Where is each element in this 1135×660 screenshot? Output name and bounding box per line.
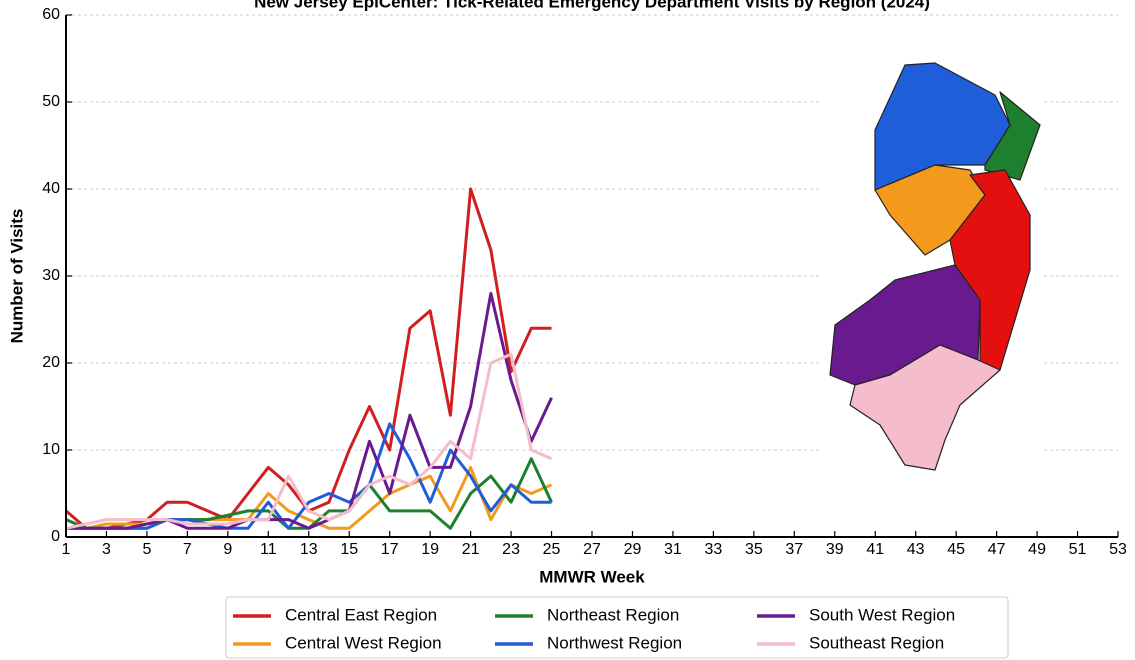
x-tick-label: 9 — [223, 541, 232, 558]
series-line — [65, 457, 553, 530]
x-tick-label: 19 — [421, 541, 439, 558]
x-tick-label: 11 — [260, 541, 277, 558]
x-tick-label: 43 — [907, 541, 925, 558]
x-tick-label: 49 — [1028, 541, 1046, 558]
x-tick-label: 27 — [583, 541, 601, 558]
southeast-area — [849, 344, 1001, 471]
x-tick-label: 7 — [183, 541, 192, 558]
legend-label: South West Region — [809, 605, 955, 624]
series-line — [66, 291, 553, 530]
x-tick-label: 17 — [381, 541, 399, 558]
legend-label: Northeast Region — [547, 605, 679, 624]
x-tick-label: 5 — [142, 541, 151, 558]
legend-label: Central East Region — [285, 605, 437, 624]
plot — [65, 187, 553, 530]
y-tick-label: 50 — [42, 93, 60, 110]
legend-box — [225, 596, 1009, 659]
y-tick-label: 10 — [42, 441, 60, 458]
series-line — [65, 352, 553, 530]
x-tick-label: 29 — [624, 541, 642, 558]
series-line — [66, 422, 552, 530]
y-tick-label: 60 — [42, 6, 60, 23]
region-map — [822, 55, 1042, 480]
y-axis-label: Number of Visits — [7, 209, 26, 344]
x-tick-label: 15 — [340, 541, 358, 558]
x-tick-label: 3 — [102, 541, 111, 558]
x-tick-label: 37 — [785, 541, 803, 558]
x-tick-label: 31 — [664, 541, 682, 558]
y-tick-label: 40 — [42, 180, 60, 197]
x-tick-label: 47 — [988, 541, 1006, 558]
x-tick-label: 35 — [745, 541, 763, 558]
x-tick-label: 33 — [704, 541, 722, 558]
x-tick-label: 39 — [826, 541, 844, 558]
x-tick-label: 41 — [866, 541, 884, 558]
y-tick-label: 30 — [42, 267, 60, 284]
x-axis-label: MMWR Week — [539, 567, 645, 586]
legend-label: Central West Region — [285, 633, 442, 652]
x-tick-label: 23 — [502, 541, 520, 558]
northeast-area — [984, 91, 1041, 181]
y-tick-label: 20 — [42, 354, 60, 371]
x-tick-label: 13 — [300, 541, 318, 558]
x-tick-label: 25 — [543, 541, 561, 558]
x-tick-label: 1 — [62, 541, 71, 558]
y-tick-label: 0 — [51, 528, 60, 545]
x-tick-label: 21 — [462, 541, 480, 558]
x-tick-label: 51 — [1069, 541, 1087, 558]
x-tick-label: 45 — [947, 541, 965, 558]
legend-label: Northwest Region — [547, 633, 682, 652]
x-tick-label: 53 — [1109, 541, 1127, 558]
chart-title: New Jersey EpiCenter: Tick-Related Emerg… — [254, 0, 930, 11]
legend-label: Southeast Region — [809, 633, 944, 652]
